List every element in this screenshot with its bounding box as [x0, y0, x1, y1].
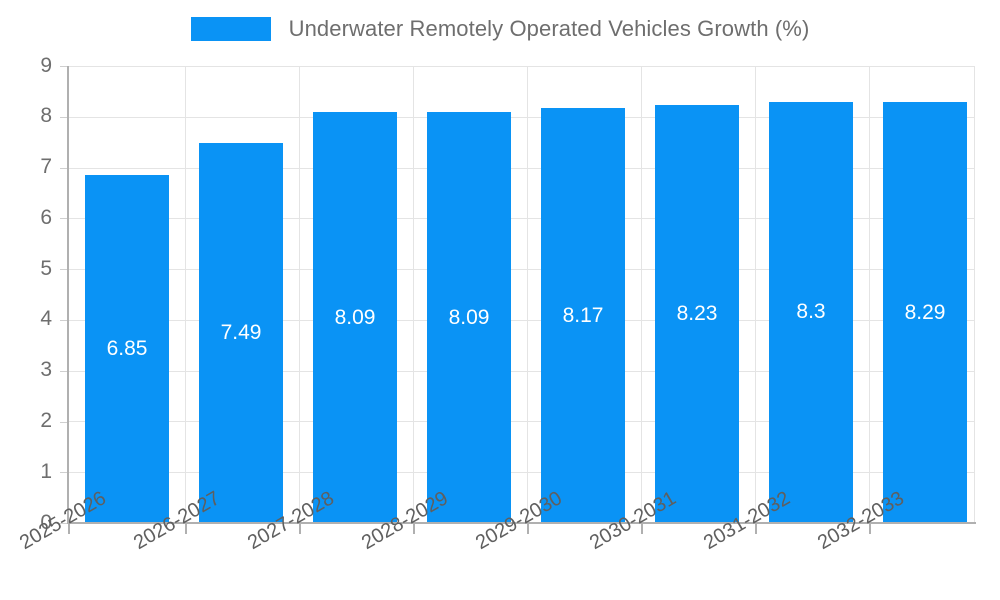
- bar-value-label-2029-2030: 8.17: [562, 303, 604, 327]
- y-tick-label-4: 4: [40, 307, 52, 330]
- bar-2030-2031[interactable]: 8.23: [655, 105, 739, 523]
- gridline-vertical-4: [527, 66, 528, 523]
- y-tick-label-6: 6: [40, 206, 52, 229]
- x-tick-mark-3: [413, 524, 415, 534]
- x-tick-mark-6: [755, 524, 757, 534]
- legend-item-label: Underwater Remotely Operated Vehicles Gr…: [288, 16, 810, 41]
- bar-2025-2026[interactable]: 6.85: [85, 175, 169, 523]
- y-tick-label-8: 8: [40, 104, 52, 127]
- gridline-vertical-7: [869, 66, 870, 523]
- chart-legend: Underwater Remotely Operated Vehicles Gr…: [0, 0, 1000, 58]
- gridline-vertical-8: [974, 66, 975, 523]
- y-tick-mark-0: [60, 523, 68, 524]
- bar-value-label-2026-2027: 7.49: [220, 320, 262, 344]
- x-tick-mark-0: [68, 524, 70, 534]
- y-tick-label-3: 3: [40, 358, 52, 381]
- gridline-horizontal-4: [68, 320, 975, 321]
- gridline-vertical-2: [299, 66, 300, 523]
- gridline-horizontal-5: [68, 269, 975, 270]
- gridline-vertical-5: [641, 66, 642, 523]
- gridline-horizontal-9: [68, 66, 975, 67]
- y-tick-mark-5: [60, 269, 68, 270]
- gridline-horizontal-3: [68, 371, 975, 372]
- x-tick-mark-2: [299, 524, 301, 534]
- y-tick-label-1: 1: [40, 460, 52, 483]
- x-tick-mark-5: [641, 524, 643, 534]
- bar-value-label-2025-2026: 6.85: [106, 337, 148, 361]
- legend-color-swatch-icon: [190, 17, 271, 41]
- y-tick-mark-1: [60, 472, 68, 473]
- y-tick-mark-9: [60, 66, 68, 67]
- bar-2026-2027[interactable]: 7.49: [199, 142, 283, 523]
- bar-2029-2030[interactable]: 8.17: [541, 108, 625, 523]
- y-tick-mark-8: [60, 117, 68, 118]
- y-tick-mark-2: [60, 422, 68, 423]
- gridline-horizontal-2: [68, 421, 975, 422]
- bar-value-label-2027-2028: 8.09: [334, 305, 376, 329]
- x-tick-mark-4: [527, 524, 529, 534]
- gridline-vertical-1: [185, 66, 186, 523]
- y-tick-label-7: 7: [40, 155, 52, 178]
- y-tick-label-0: 0: [40, 511, 52, 534]
- gridline-vertical-6: [755, 66, 756, 523]
- bar-value-label-2031-2032: 8.3: [796, 300, 826, 324]
- bar-2028-2029[interactable]: 8.09: [427, 112, 511, 523]
- bar-2031-2032[interactable]: 8.3: [769, 101, 853, 523]
- plot-area: 6.85 7.49 8.09 8.09 8.17 8.23 8.3 8.29: [68, 66, 975, 523]
- gridline-horizontal-6: [68, 218, 975, 219]
- y-tick-mark-3: [60, 371, 68, 372]
- gridline-vertical-3: [413, 66, 414, 523]
- y-axis-line: [67, 66, 69, 524]
- y-tick-label-9: 9: [40, 54, 52, 77]
- bar-value-label-2030-2031: 8.23: [676, 302, 718, 326]
- y-tick-mark-7: [60, 168, 68, 169]
- bar-2027-2028[interactable]: 8.09: [313, 112, 397, 523]
- gridline-horizontal-1: [68, 472, 975, 473]
- x-tick-mark-7: [869, 524, 871, 534]
- gridline-horizontal-7: [68, 168, 975, 169]
- y-tick-mark-6: [60, 218, 68, 219]
- bar-value-label-2028-2029: 8.09: [448, 305, 490, 329]
- bar-2032-2033[interactable]: 8.29: [883, 102, 967, 523]
- legend-item-underwater-rov-growth[interactable]: Underwater Remotely Operated Vehicles Gr…: [190, 16, 810, 42]
- y-tick-mark-4: [60, 320, 68, 321]
- y-axis-labels: 9 8 7 6 5 4 3 2 1 0: [0, 0, 52, 600]
- x-tick-mark-1: [185, 524, 187, 534]
- x-axis-line: [68, 522, 976, 524]
- y-tick-label-2: 2: [40, 409, 52, 432]
- gridline-horizontal-8: [68, 117, 975, 118]
- y-tick-label-5: 5: [40, 257, 52, 280]
- bar-value-label-2032-2033: 8.29: [904, 300, 946, 324]
